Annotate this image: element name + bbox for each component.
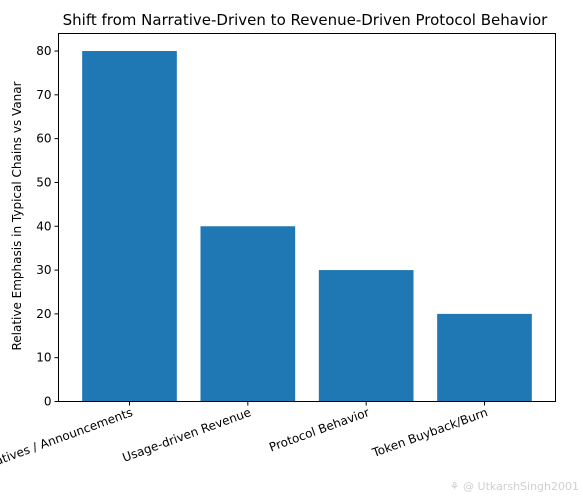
x-tick-label-2: Protocol Behavior — [267, 405, 371, 454]
chart-title: Shift from Narrative-Driven to Revenue-D… — [63, 11, 549, 29]
watermark: ⚘ @ UtkarshSingh2001 — [450, 480, 579, 493]
bar-0 — [82, 51, 177, 402]
x-tick-label-1: Usage-driven Revenue — [120, 405, 252, 465]
bar-1 — [200, 226, 296, 402]
x-tick-label-3: Token Buyback/Burn — [370, 405, 490, 460]
bar-3 — [437, 313, 532, 402]
watermark-text: @ UtkarshSingh2001 — [463, 480, 579, 493]
y-axis-label: Relative Emphasis in Typical Chains vs V… — [10, 81, 24, 350]
plot-frame — [58, 33, 556, 402]
y-tick-label-0: 0 — [44, 395, 52, 409]
y-tick-label-7: 70 — [36, 88, 51, 102]
y-axis-ticks: 0 10 20 30 40 50 60 70 80 — [36, 44, 59, 409]
y-tick-label-3: 30 — [36, 263, 51, 277]
y-tick-label-8: 80 — [36, 44, 51, 58]
y-tick-label-4: 40 — [36, 219, 51, 233]
y-tick-label-2: 20 — [36, 307, 51, 321]
bars-layer — [82, 51, 532, 402]
y-tick-label-1: 10 — [36, 351, 51, 365]
bar-2 — [318, 270, 414, 402]
y-tick-label-5: 50 — [36, 175, 51, 189]
watermark-icon: ⚘ — [449, 480, 460, 493]
y-tick-label-6: 60 — [36, 132, 51, 146]
x-tick-label-0: Narratives / Announcements — [0, 405, 135, 477]
